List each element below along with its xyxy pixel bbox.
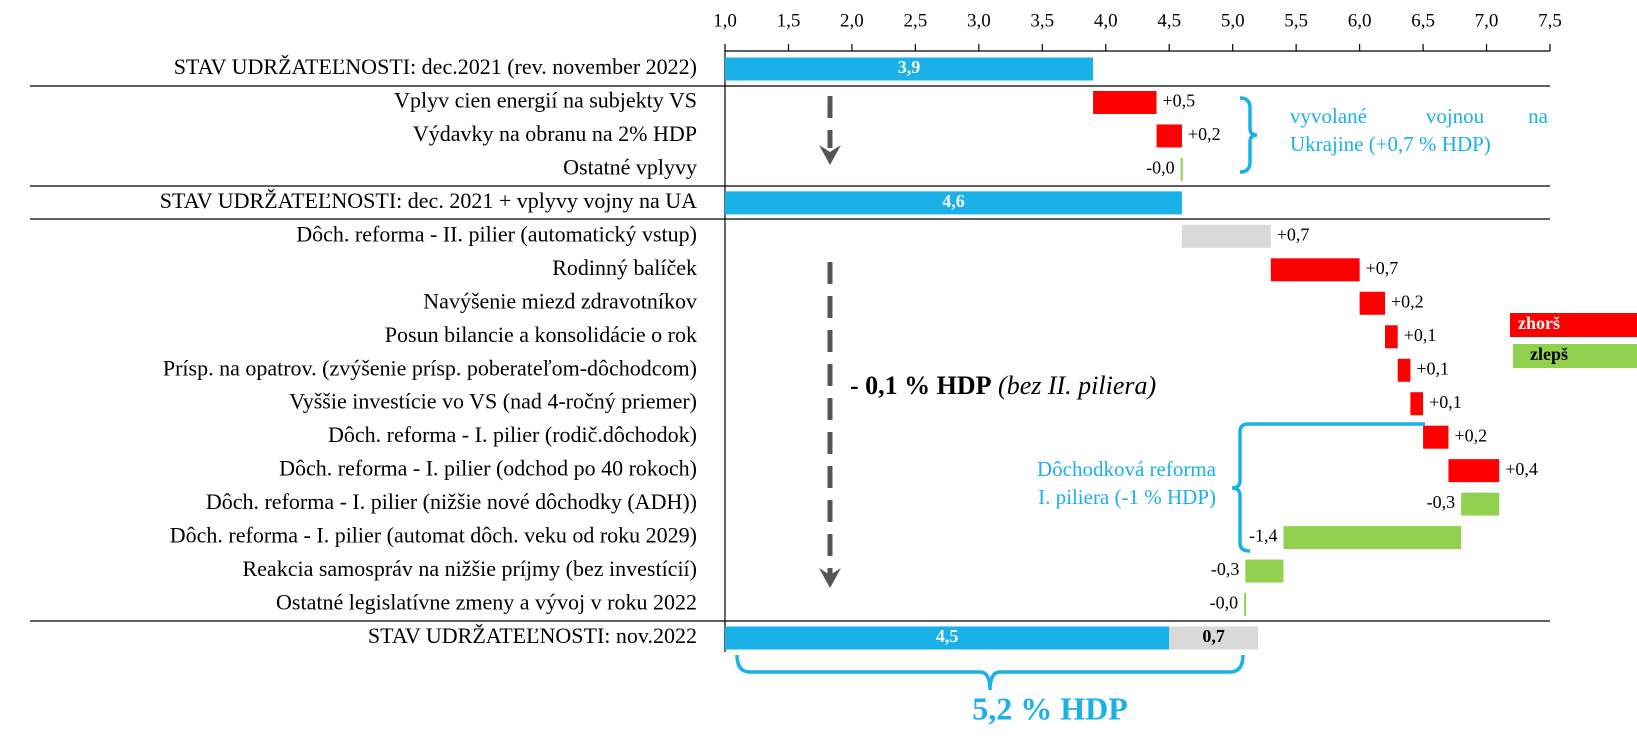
annotation: vojnou [1426,104,1485,128]
value-label: +0,1 [1404,325,1437,345]
category-label: Prísp. na opatrov. (zvýšenie prísp. pobe… [163,355,697,380]
total-annotation: 5,2 % HDP [972,690,1128,726]
bar [1385,325,1398,349]
x-tick-label: 2,5 [904,10,928,31]
category-label: Posun bilancie a konsolidácie o rok [385,322,697,347]
bar [1093,90,1157,114]
annotation: vyvolané [1290,104,1367,128]
brace [1231,422,1425,553]
stacked-bar [1169,626,1259,650]
bar [1181,224,1271,248]
annotation: - 0,1 % HDP (bez II. piliera) [850,371,1156,400]
x-tick-label: 5,0 [1221,10,1245,31]
value-label: +0,1 [1429,392,1462,412]
category-label: Dôch. reforma - II. pilier (automatický … [296,221,697,246]
category-label: Dôch. reforma - I. pilier (automat dôch.… [170,523,697,548]
category-label: STAV UDRŽATEĽNOSTI: nov.2022 [368,623,697,648]
annotation: na [1528,104,1549,128]
annotation-bold: - 0,1 % HDP [850,371,992,400]
value-label: +0,1 [1416,358,1449,378]
value-label: +0,2 [1188,124,1221,144]
category-label: Ostatné vplyvy [563,154,697,179]
value-label: +0,2 [1391,291,1424,311]
bar [1180,157,1183,181]
x-tick-label: 7,5 [1538,10,1562,31]
value-label: -0,3 [1211,559,1240,579]
x-tick-label: 4,5 [1157,10,1181,31]
category-label: Dôch. reforma - I. pilier (rodič.dôchodo… [328,422,697,447]
category-label: Dôch. reforma - I. pilier (nižšie nové d… [206,489,697,514]
annotation: Dôchodková reforma [1037,457,1217,481]
bar [1283,526,1462,550]
category-label: STAV UDRŽATEĽNOSTI: dec. 2021 + vplyvy v… [160,188,697,213]
category-label: Ostatné legislatívne zmeny a vývoj v rok… [276,590,697,615]
legend-label: zhorš [1518,313,1560,333]
annotation: Ukrajine (+0,7 % HDP) [1290,132,1491,156]
x-tick-label: 2,0 [840,10,864,31]
category-label: Reakcia samospráv na nižšie príjmy (bez … [242,556,697,581]
x-tick-label: 6,5 [1411,10,1435,31]
x-tick-label: 3,0 [967,10,991,31]
x-tick-label: 7,0 [1475,10,1499,31]
x-tick-label: 4,0 [1094,10,1118,31]
x-tick-label: 1,0 [713,10,737,31]
x-tick-label: 6,0 [1348,10,1372,31]
bar [1448,459,1500,483]
value-label: +0,2 [1454,425,1487,445]
legend-swatch [1510,313,1637,337]
value-label: 4,6 [942,191,965,211]
bar [1461,492,1500,516]
legend-swatch [1513,344,1637,368]
bar [1397,358,1411,382]
bar [1359,291,1385,315]
bar [725,57,1094,81]
x-tick-label: 1,5 [777,10,801,31]
value-label: +0,4 [1505,459,1538,479]
bar [1410,392,1424,416]
annotation: I. piliera (-1 % HDP) [1038,485,1216,509]
value-label: 4,5 [936,626,959,646]
annotation-italic: (bez II. piliera) [998,371,1156,400]
legend-label: zlepš [1530,344,1568,364]
brace [1239,96,1258,174]
value-label: -0,0 [1146,158,1175,178]
bar [1270,258,1360,282]
x-tick-label: 5,5 [1284,10,1308,31]
bar [1423,425,1449,449]
category-label: Výdavky na obranu na 2% HDP [413,121,697,146]
value-label: +0,7 [1366,258,1399,278]
category-label: Vyššie investície vo VS (nad 4-ročný pri… [289,389,697,414]
value-label: +0,5 [1163,91,1196,111]
bar [725,626,1170,650]
bar [725,191,1182,215]
bar [1156,124,1182,148]
separators [30,50,1550,652]
category-label: Navýšenie miezd zdravotníkov [423,288,697,313]
value-label: -0,3 [1427,492,1456,512]
value-label: 3,9 [898,57,921,77]
value-label: +0,7 [1277,224,1310,244]
bar [1245,559,1284,583]
category-label: Rodinný balíček [552,255,697,280]
value-label: 0,7 [1202,626,1225,646]
value-label: -1,4 [1249,526,1278,546]
bar [1244,593,1247,617]
category-label: Dôch. reforma - I. pilier (odchod po 40 … [279,456,697,481]
brace [735,654,1245,691]
value-label: -0,0 [1210,593,1239,613]
category-label: Vplyv cien energií na subjekty VS [394,88,697,113]
x-tick-label: 3,5 [1030,10,1054,31]
category-label: STAV UDRŽATEĽNOSTI: dec.2021 (rev. novem… [174,54,697,79]
